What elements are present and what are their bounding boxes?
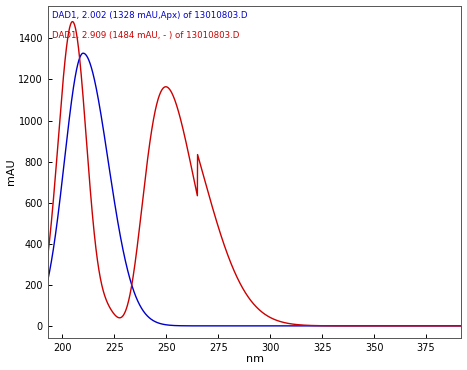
Text: DAD1, 2.002 (1328 mAU,Apx) of 13010803.D: DAD1, 2.002 (1328 mAU,Apx) of 13010803.D — [52, 11, 248, 20]
Y-axis label: mAU: mAU — [6, 159, 15, 185]
Text: DAD1, 2.909 (1484 mAU, - ) of 13010803.D: DAD1, 2.909 (1484 mAU, - ) of 13010803.D — [52, 30, 239, 40]
X-axis label: nm: nm — [246, 354, 264, 364]
